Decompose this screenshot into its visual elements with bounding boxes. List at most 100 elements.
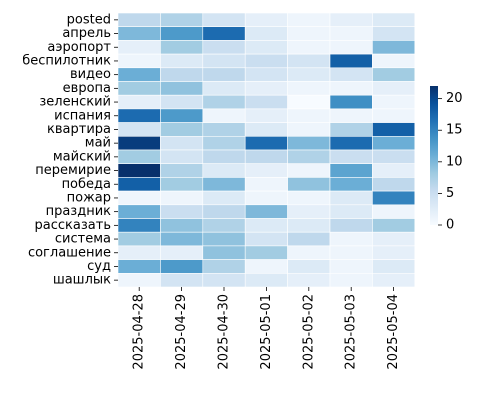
heatmap-cell: [287, 149, 331, 164]
heatmap-cell: [160, 81, 204, 96]
heatmap-cell: [160, 67, 204, 82]
heatmap-cell: [202, 136, 246, 151]
heatmap-cell: [117, 149, 161, 164]
heatmap-cell: [202, 94, 246, 110]
x-tick-label: 2025-05-03: [344, 294, 359, 370]
heatmap-cell: [160, 149, 204, 164]
heatmap-cell: [287, 122, 331, 137]
x-tick-label: 2025-04-28: [132, 294, 147, 370]
heatmap-cell: [202, 259, 246, 274]
heatmap-cell: [372, 259, 416, 274]
heatmap-cell: [372, 122, 416, 137]
heatmap-cell: [202, 12, 246, 27]
y-tick-label: видео: [70, 67, 111, 82]
heatmap-cell: [202, 190, 246, 206]
heatmap-cells: [117, 12, 416, 288]
heatmap-cell: [202, 218, 246, 233]
heatmap-cell: [117, 177, 161, 192]
colorbar-gradient: [430, 86, 438, 225]
heatmap-cell: [160, 12, 204, 27]
heatmap-cell: [244, 136, 288, 151]
heatmap-cell: [244, 26, 288, 41]
heatmap-cell: [117, 26, 161, 41]
heatmap-cell: [329, 26, 373, 41]
heatmap-cell: [160, 40, 204, 55]
heatmap-cell: [202, 231, 246, 247]
heatmap-cell: [117, 136, 161, 151]
y-tick-label: система: [55, 232, 111, 247]
x-tick-label: 2025-05-01: [259, 294, 274, 370]
y-tick-label: рассказать: [35, 218, 111, 233]
heatmap-cell: [117, 67, 161, 82]
heatmap-cell: [329, 149, 373, 164]
colorbar-tick-label: 0: [446, 218, 454, 233]
x-tick-label: 2025-05-04: [386, 294, 401, 370]
heatmap-cell: [244, 177, 288, 192]
heatmap-cell: [160, 94, 204, 110]
heatmap-cell: [117, 245, 161, 260]
y-tick-label: суд: [87, 259, 111, 274]
heatmap-cell: [372, 108, 416, 123]
heatmap-cell: [244, 272, 288, 288]
y-tick-label: праздник: [46, 204, 112, 219]
heatmap-cell: [329, 67, 373, 82]
heatmap-cell: [287, 204, 331, 219]
heatmap-cell: [372, 67, 416, 82]
y-tick-label: май: [85, 136, 111, 151]
heatmap-cell: [244, 67, 288, 82]
heatmap-cell: [160, 231, 204, 247]
heatmap-cell: [160, 190, 204, 206]
heatmap-cell: [329, 272, 373, 288]
heatmap-cell: [202, 81, 246, 96]
heatmap-cell: [372, 40, 416, 55]
heatmap-cell: [372, 149, 416, 164]
heatmap-cell: [372, 204, 416, 219]
y-tick-label: аэропорт: [47, 40, 111, 55]
heatmap-cell: [287, 177, 331, 192]
heatmap-cell: [287, 81, 331, 96]
heatmap-cell: [372, 163, 416, 178]
heatmap-cell: [202, 53, 246, 69]
heatmap-cell: [244, 12, 288, 27]
heatmap-cell: [244, 81, 288, 96]
heatmap-cell: [117, 53, 161, 69]
heatmap-cell: [160, 26, 204, 41]
heatmap-cell: [372, 26, 416, 41]
colorbar-tick-label: 20: [446, 91, 463, 106]
heatmap-cell: [244, 108, 288, 123]
heatmap-cell: [117, 218, 161, 233]
heatmap-cell: [287, 94, 331, 110]
heatmap-cell: [287, 218, 331, 233]
heatmap-cell: [329, 177, 373, 192]
y-tick-label: беспилотник: [22, 53, 111, 68]
y-tick-label: апрель: [62, 26, 111, 41]
heatmap-cell: [329, 231, 373, 247]
x-tick-label: 2025-05-02: [301, 294, 316, 370]
heatmap-cell: [329, 259, 373, 274]
heatmap-cell: [329, 12, 373, 27]
heatmap-cell: [160, 218, 204, 233]
heatmap-cell: [117, 190, 161, 206]
colorbar-tick-label: 10: [446, 154, 463, 169]
heatmap-cell: [160, 136, 204, 151]
y-tick-label: пожар: [67, 190, 111, 205]
heatmap-cell: [244, 163, 288, 178]
y-tick-label: шашлык: [53, 273, 111, 288]
heatmap-cell: [117, 40, 161, 55]
y-tick-label: posted: [67, 12, 111, 27]
heatmap-cell: [329, 245, 373, 260]
heatmap-cell: [202, 272, 246, 288]
y-tick-label: победа: [62, 177, 111, 192]
heatmap-cell: [160, 108, 204, 123]
heatmap-cell: [160, 245, 204, 260]
heatmap-cell: [372, 272, 416, 288]
heatmap-cell: [202, 204, 246, 219]
y-axis-labels: postedапрельаэропортбеспилотниквидеоевро…: [22, 12, 118, 288]
heatmap-cell: [372, 136, 416, 151]
heatmap-cell: [202, 26, 246, 41]
heatmap-cell: [202, 108, 246, 123]
y-tick-label: испания: [54, 108, 111, 123]
heatmap-cell: [287, 163, 331, 178]
heatmap-cell: [372, 190, 416, 206]
heatmap-cell: [244, 245, 288, 260]
